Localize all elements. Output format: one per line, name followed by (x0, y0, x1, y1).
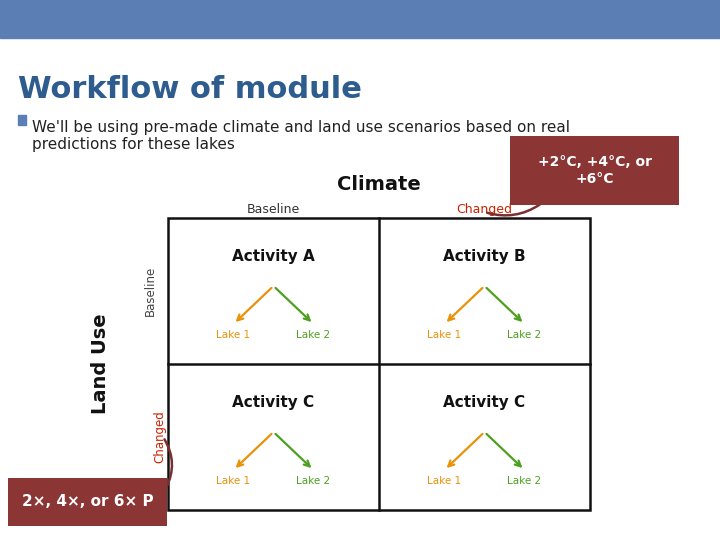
Text: Lake 2: Lake 2 (297, 330, 330, 340)
Bar (168, 218, 590, 510)
Text: Land Use: Land Use (91, 314, 109, 414)
Text: Lake 1: Lake 1 (217, 476, 251, 486)
Text: Workflow of module: Workflow of module (18, 75, 362, 104)
Text: Lake 2: Lake 2 (508, 330, 541, 340)
Text: Baseline: Baseline (143, 266, 156, 316)
Text: 2×, 4×, or 6× P: 2×, 4×, or 6× P (22, 495, 153, 510)
Text: Activity C: Activity C (233, 395, 315, 409)
Text: Activity C: Activity C (444, 395, 526, 409)
Text: Lake 2: Lake 2 (508, 476, 541, 486)
Text: Changed: Changed (456, 203, 513, 216)
Text: Lake 2: Lake 2 (297, 476, 330, 486)
Bar (0, 0, 720, 38)
Text: Changed: Changed (153, 410, 166, 463)
FancyBboxPatch shape (510, 136, 679, 205)
Text: +2°C, +4°C, or
+6°C: +2°C, +4°C, or +6°C (538, 156, 652, 186)
Text: Lake 1: Lake 1 (428, 330, 462, 340)
Text: Lake 1: Lake 1 (428, 476, 462, 486)
Text: Lake 1: Lake 1 (217, 330, 251, 340)
Text: Activity A: Activity A (232, 248, 315, 264)
Text: Climate: Climate (337, 175, 421, 194)
Bar (18, 115, 26, 125)
FancyBboxPatch shape (8, 478, 167, 526)
Text: Baseline: Baseline (247, 203, 300, 216)
Text: predictions for these lakes: predictions for these lakes (32, 137, 235, 152)
Text: We'll be using pre-made climate and land use scenarios based on real: We'll be using pre-made climate and land… (32, 120, 570, 135)
Text: Activity B: Activity B (444, 248, 526, 264)
